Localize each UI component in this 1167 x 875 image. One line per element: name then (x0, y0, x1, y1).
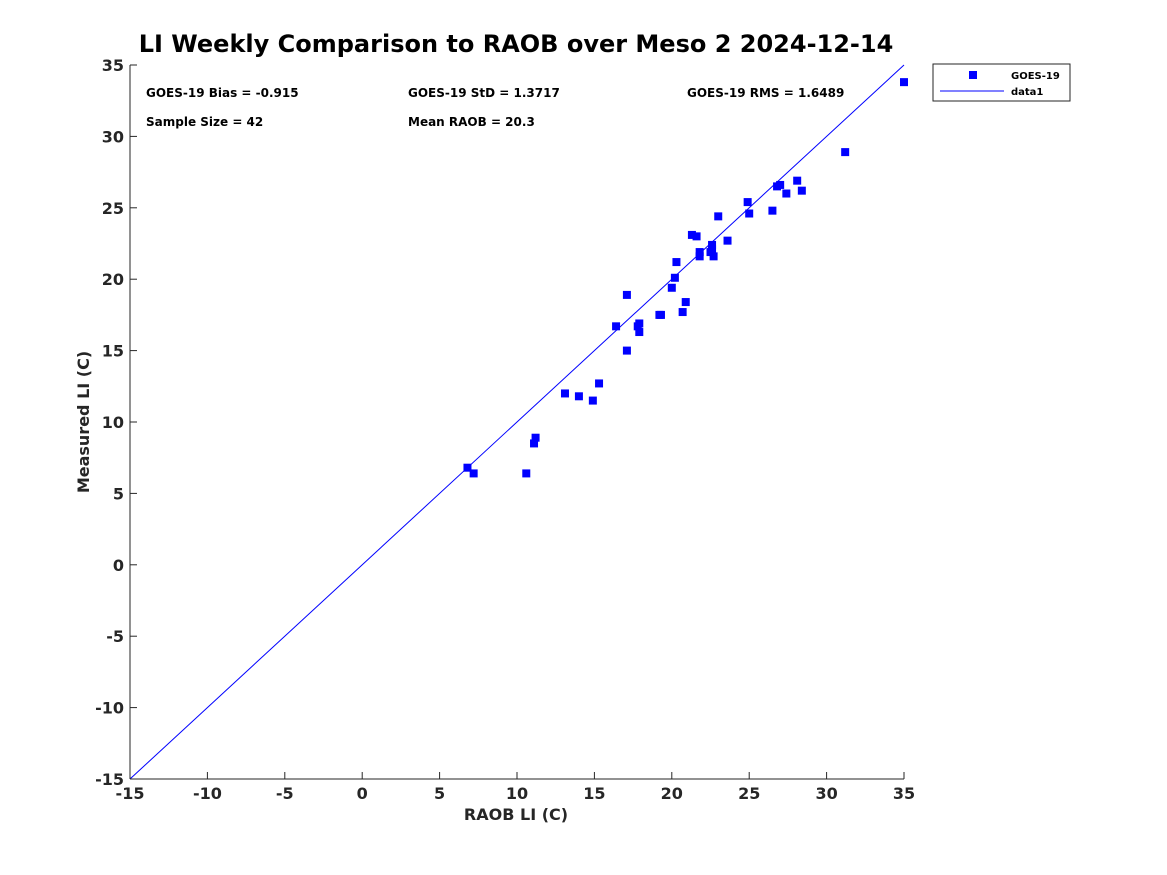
data-point (612, 322, 621, 331)
axes-layer: -15 -10 -5 0 5 10 15 20 25 30 35 -15 -10 -5 0 5 10 15 20 25… (95, 56, 915, 803)
data-point (900, 78, 908, 87)
legend-box (932, 63, 1071, 102)
data-point (622, 290, 631, 299)
data-point (622, 346, 631, 355)
data-point (531, 433, 540, 442)
annotation-bias: GOES-19 Bias = -0.915 (146, 86, 299, 100)
x-tick-label: 25 (738, 784, 760, 803)
x-tick-label: 35 (893, 784, 915, 803)
data-point (708, 240, 717, 249)
data-point (797, 186, 806, 195)
data-point (714, 212, 723, 221)
data-point (723, 236, 732, 245)
data-point (463, 463, 472, 472)
data-point (672, 258, 681, 267)
data-point (776, 180, 785, 189)
x-axis-label: RAOB LI (C) (464, 805, 568, 824)
x-tick-label: 0 (357, 784, 368, 803)
annotation-sample-size: Sample Size = 42 (146, 115, 263, 129)
x-tick-label: 30 (815, 784, 837, 803)
annotation-mean-raob: Mean RAOB = 20.3 (408, 115, 535, 129)
annotation-rms: GOES-19 RMS = 1.6489 (687, 86, 844, 100)
data-point (695, 252, 704, 261)
y-axis-label: Measured LI (C) (74, 351, 93, 493)
y-tick-label: 15 (102, 342, 124, 361)
points-layer (463, 78, 908, 478)
data-point (530, 439, 539, 448)
data-point (595, 379, 604, 388)
data-point (708, 245, 717, 254)
y-tick-label: -10 (95, 699, 124, 718)
x-tick-label: -10 (193, 784, 222, 803)
data-point (782, 189, 791, 198)
data-point (635, 319, 644, 328)
legend-label-data1: data1 (1011, 87, 1043, 98)
data-point (768, 206, 777, 215)
data-point (709, 252, 718, 261)
x-tick-label: -5 (276, 784, 294, 803)
data-point (841, 148, 850, 157)
legend-label-goes19: GOES-19 (1011, 71, 1060, 82)
data-point (522, 469, 531, 478)
data-point (678, 308, 687, 317)
x-tick-label: 10 (506, 784, 528, 803)
data-point (656, 310, 665, 319)
data-point (667, 283, 676, 292)
data-point (692, 232, 701, 241)
data-point (743, 198, 752, 207)
data-point (793, 176, 802, 185)
data-point (695, 248, 704, 257)
y-tick-label: 30 (102, 127, 124, 146)
x-tick-label: 5 (434, 784, 445, 803)
y-tick-label: -15 (95, 770, 124, 789)
data-point (670, 273, 679, 282)
data-point (560, 389, 569, 398)
data-point (574, 392, 583, 401)
data-point (635, 328, 644, 337)
legend-marker-goes19 (969, 71, 977, 79)
y-tick-label: 20 (102, 270, 124, 289)
data-point (681, 298, 690, 307)
y-tick-label: 25 (102, 199, 124, 218)
y-tick-label: 0 (113, 556, 124, 575)
y-tick-label: -5 (106, 627, 124, 646)
x-tick-label: 15 (583, 784, 605, 803)
plot-area: -15 -10 -5 0 5 10 15 20 25 30 35 -15 -10 -5 0 5 10 15 20 25… (95, 56, 915, 803)
annotation-std: GOES-19 StD = 1.3717 (408, 86, 560, 100)
data-point (469, 469, 478, 478)
y-tick-label: 35 (102, 56, 124, 75)
legend: GOES-19 data1 (932, 63, 1071, 102)
x-tick-label: 20 (661, 784, 683, 803)
y-tick-label: 10 (102, 413, 124, 432)
data-point (687, 230, 696, 239)
chart-title: LI Weekly Comparison to RAOB over Meso 2… (139, 30, 894, 58)
x-tick-label: -15 (116, 784, 145, 803)
data-point (745, 209, 754, 218)
data-point (588, 396, 597, 405)
y-tick-label: 5 (113, 484, 124, 503)
